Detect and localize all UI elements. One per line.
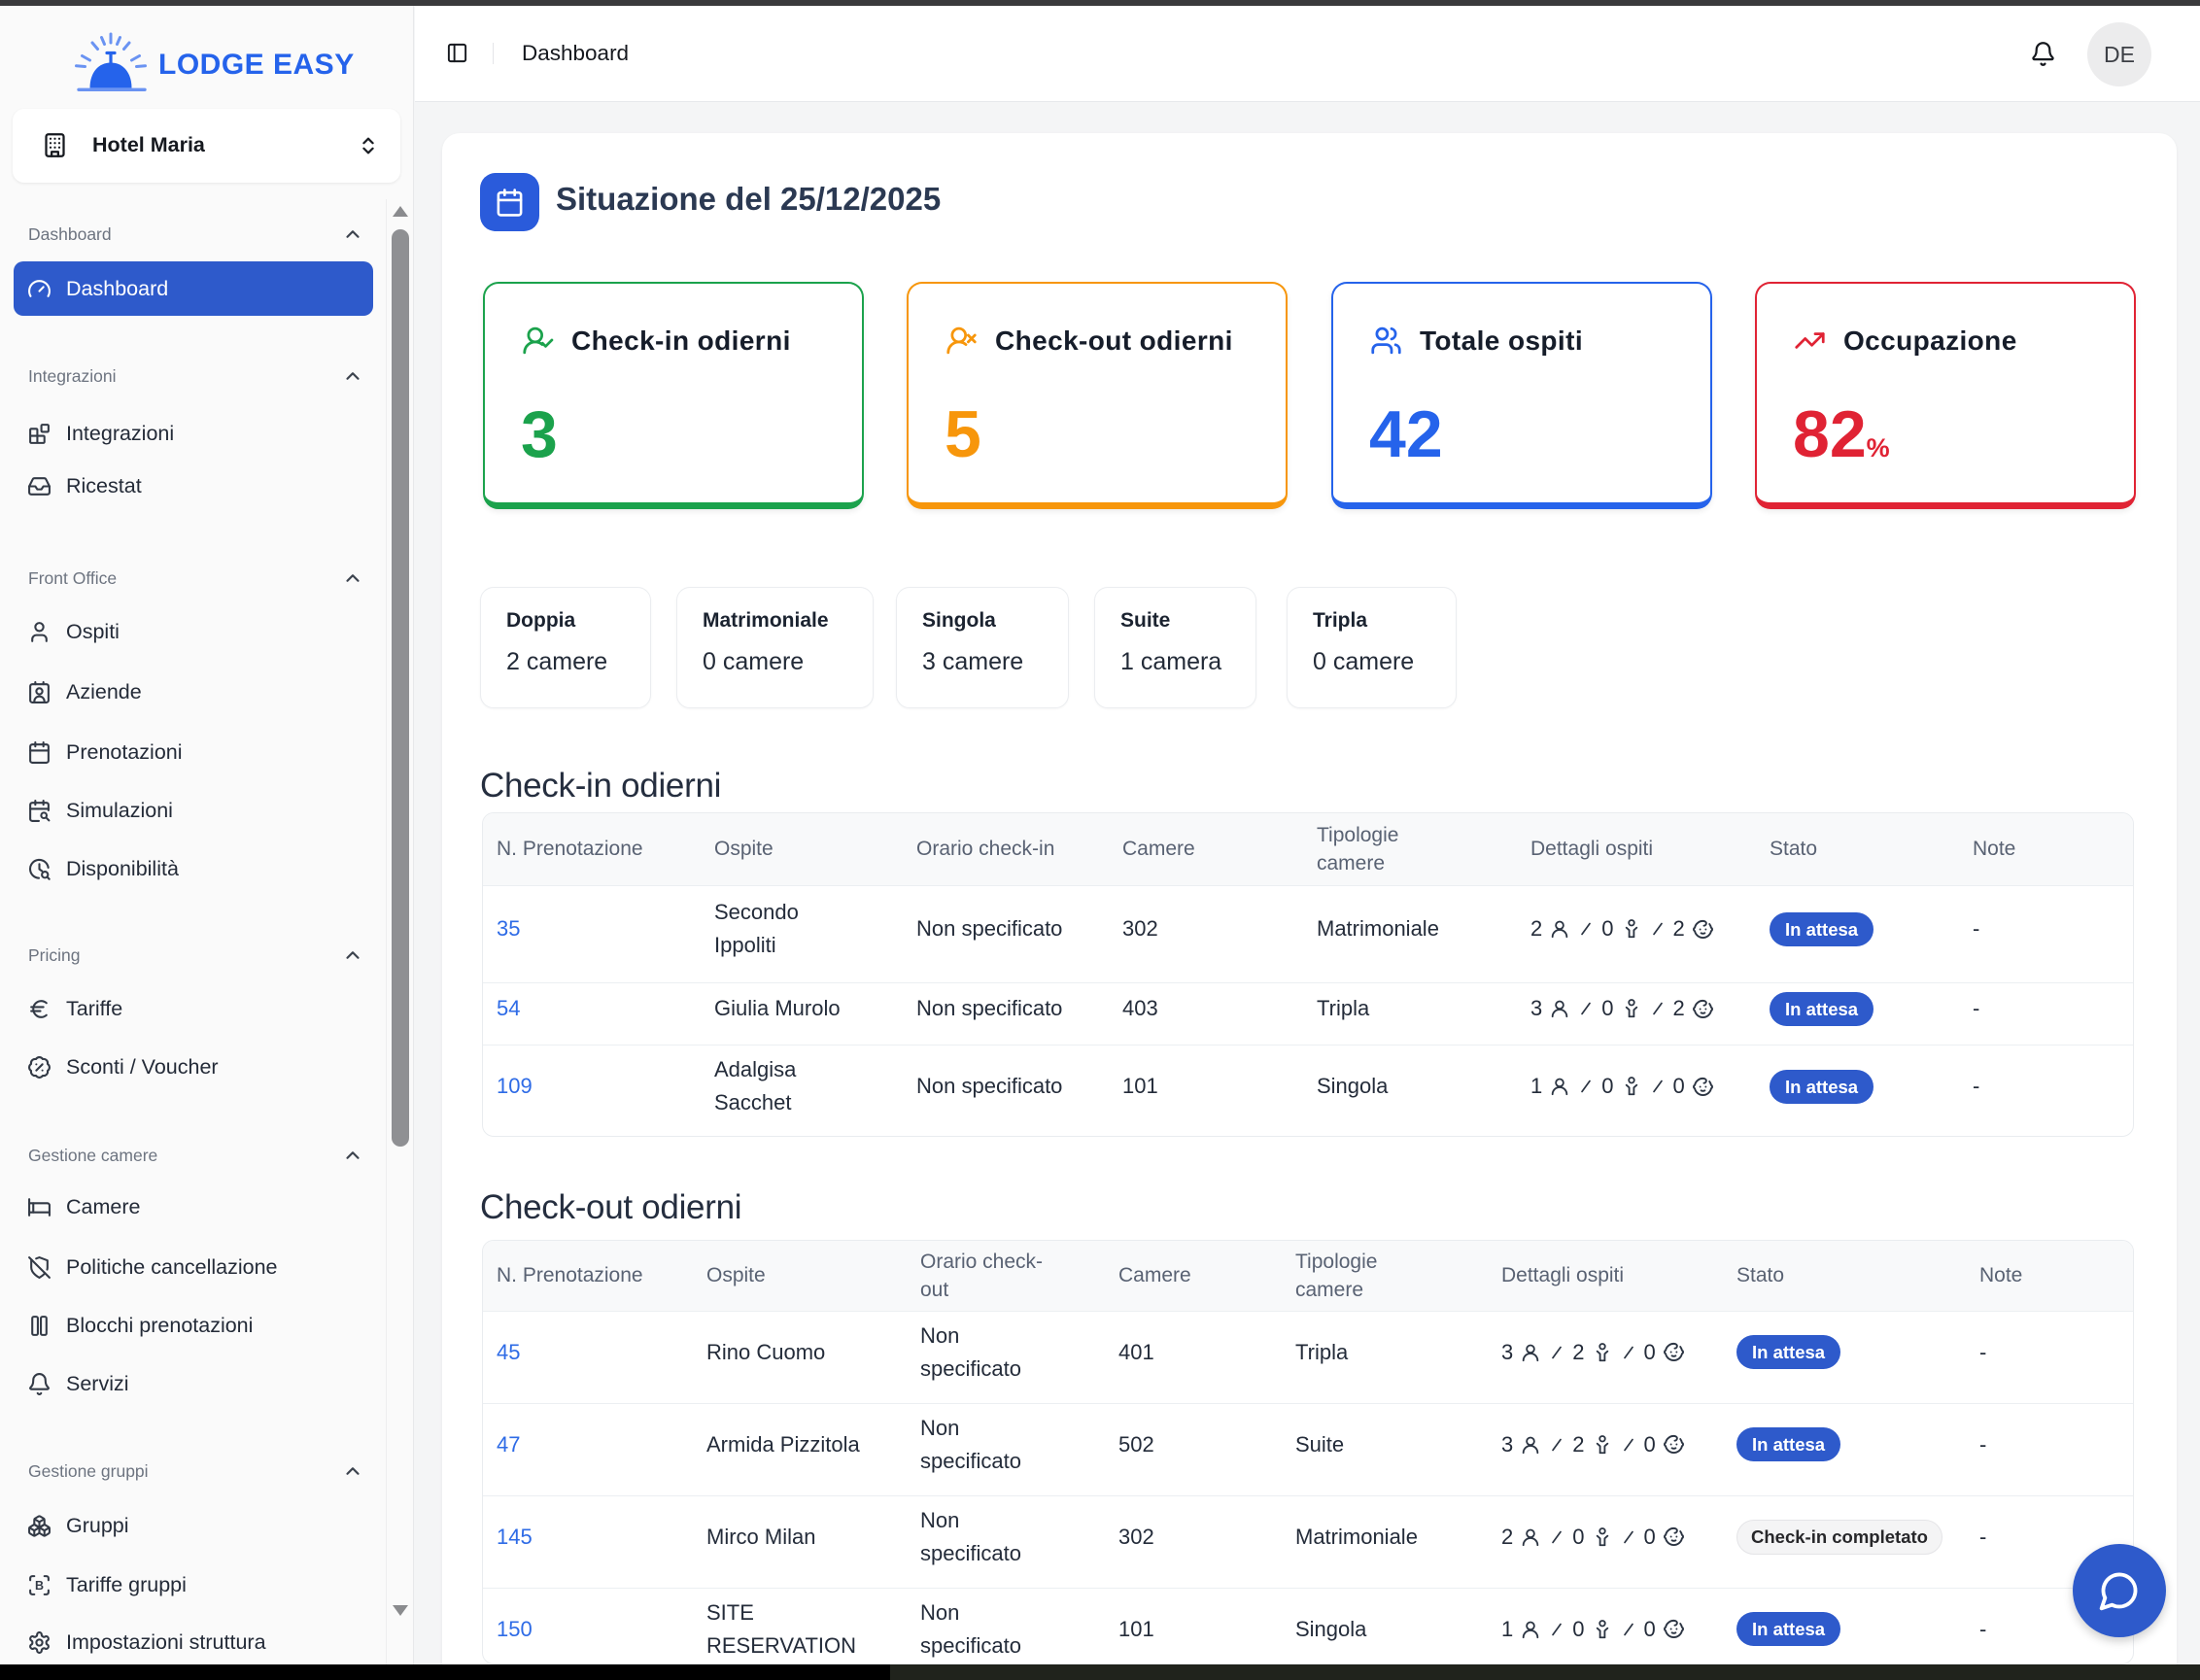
svg-text:B: B xyxy=(35,1578,44,1592)
